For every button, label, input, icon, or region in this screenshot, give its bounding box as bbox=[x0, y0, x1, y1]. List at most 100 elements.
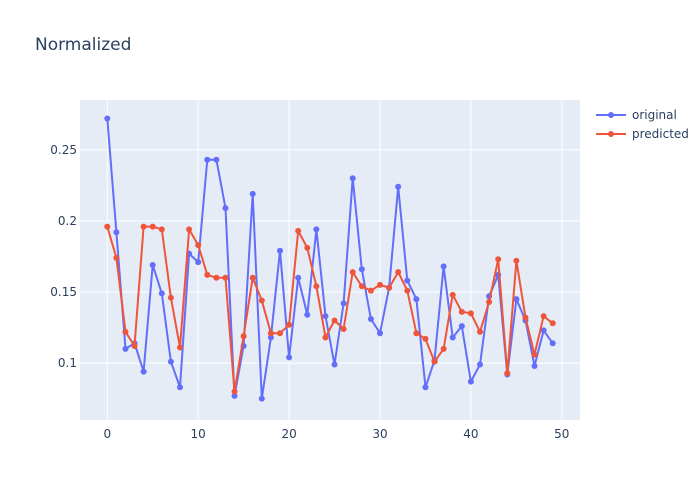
data-point-predicted[interactable] bbox=[267, 330, 274, 337]
data-point-predicted[interactable] bbox=[386, 284, 393, 291]
data-point-original[interactable] bbox=[231, 392, 238, 399]
data-point-original[interactable] bbox=[440, 263, 447, 270]
data-point-original[interactable] bbox=[322, 313, 329, 320]
data-point-original[interactable] bbox=[213, 156, 220, 163]
data-point-predicted[interactable] bbox=[395, 269, 402, 276]
data-point-original[interactable] bbox=[122, 345, 129, 352]
data-point-predicted[interactable] bbox=[449, 291, 456, 298]
data-point-original[interactable] bbox=[149, 261, 156, 268]
x-tick-label: 50 bbox=[554, 427, 569, 441]
data-point-predicted[interactable] bbox=[167, 294, 174, 301]
data-point-predicted[interactable] bbox=[431, 358, 438, 365]
data-point-original[interactable] bbox=[104, 115, 111, 122]
data-point-predicted[interactable] bbox=[104, 223, 111, 230]
data-point-original[interactable] bbox=[349, 175, 356, 182]
x-tick-label: 10 bbox=[191, 427, 206, 441]
data-point-predicted[interactable] bbox=[304, 244, 311, 251]
data-point-predicted[interactable] bbox=[322, 334, 329, 341]
data-point-original[interactable] bbox=[467, 378, 474, 385]
data-point-original[interactable] bbox=[377, 330, 383, 337]
data-point-original[interactable] bbox=[540, 327, 547, 334]
data-point-original[interactable] bbox=[549, 340, 556, 347]
data-point-predicted[interactable] bbox=[349, 269, 356, 276]
data-point-predicted[interactable] bbox=[295, 227, 302, 234]
data-point-original[interactable] bbox=[422, 384, 429, 391]
data-point-original[interactable] bbox=[113, 229, 120, 236]
series-line-original bbox=[106, 118, 554, 400]
data-point-predicted[interactable] bbox=[422, 335, 429, 342]
legend[interactable]: original predicted bbox=[596, 108, 689, 141]
data-point-predicted[interactable] bbox=[404, 287, 411, 294]
legend-swatch-marker bbox=[608, 112, 614, 118]
data-point-original[interactable] bbox=[304, 311, 311, 318]
data-point-predicted[interactable] bbox=[549, 320, 556, 327]
x-tick-label: 0 bbox=[103, 427, 111, 441]
data-point-predicted[interactable] bbox=[222, 274, 229, 281]
data-point-predicted[interactable] bbox=[477, 328, 483, 335]
data-point-predicted[interactable] bbox=[467, 310, 474, 317]
data-point-original[interactable] bbox=[267, 334, 274, 341]
data-point-predicted[interactable] bbox=[204, 271, 211, 278]
data-point-predicted[interactable] bbox=[531, 351, 538, 358]
data-point-predicted[interactable] bbox=[358, 283, 365, 290]
data-point-predicted[interactable] bbox=[213, 274, 220, 281]
legend-label: predicted bbox=[632, 127, 689, 141]
data-point-original[interactable] bbox=[449, 334, 456, 341]
data-point-predicted[interactable] bbox=[377, 281, 383, 288]
data-point-predicted[interactable] bbox=[540, 313, 547, 320]
data-point-original[interactable] bbox=[222, 205, 229, 212]
data-point-original[interactable] bbox=[249, 190, 256, 197]
data-point-predicted[interactable] bbox=[340, 325, 347, 332]
data-point-predicted[interactable] bbox=[122, 328, 129, 335]
data-point-predicted[interactable] bbox=[458, 308, 465, 315]
data-point-predicted[interactable] bbox=[258, 297, 265, 304]
data-point-predicted[interactable] bbox=[504, 370, 511, 377]
data-point-original[interactable] bbox=[477, 361, 483, 368]
data-point-predicted[interactable] bbox=[367, 287, 374, 294]
data-point-predicted[interactable] bbox=[140, 223, 147, 230]
data-point-original[interactable] bbox=[167, 358, 174, 365]
data-point-original[interactable] bbox=[277, 247, 283, 254]
data-point-original[interactable] bbox=[158, 290, 165, 297]
legend-item-original[interactable]: original bbox=[596, 108, 677, 122]
data-point-predicted[interactable] bbox=[522, 314, 529, 321]
data-point-predicted[interactable] bbox=[131, 343, 138, 350]
data-point-predicted[interactable] bbox=[440, 345, 447, 352]
data-point-predicted[interactable] bbox=[186, 226, 193, 233]
data-point-predicted[interactable] bbox=[486, 298, 493, 305]
data-point-original[interactable] bbox=[531, 362, 538, 369]
data-point-original[interactable] bbox=[286, 354, 293, 361]
data-point-predicted[interactable] bbox=[513, 257, 520, 264]
data-point-predicted[interactable] bbox=[249, 274, 256, 281]
data-point-predicted[interactable] bbox=[331, 317, 338, 324]
data-point-original[interactable] bbox=[177, 384, 183, 391]
data-point-original[interactable] bbox=[258, 395, 265, 402]
data-point-predicted[interactable] bbox=[286, 321, 293, 328]
data-point-original[interactable] bbox=[458, 323, 465, 330]
data-point-original[interactable] bbox=[331, 361, 338, 368]
data-point-original[interactable] bbox=[413, 296, 420, 303]
data-point-original[interactable] bbox=[367, 316, 374, 323]
data-point-predicted[interactable] bbox=[177, 344, 183, 351]
data-point-predicted[interactable] bbox=[195, 242, 202, 249]
data-point-original[interactable] bbox=[204, 156, 211, 163]
data-point-predicted[interactable] bbox=[240, 333, 247, 340]
data-point-original[interactable] bbox=[140, 368, 147, 375]
data-point-predicted[interactable] bbox=[277, 330, 283, 337]
data-point-predicted[interactable] bbox=[413, 330, 420, 337]
data-point-original[interactable] bbox=[513, 296, 520, 303]
data-point-predicted[interactable] bbox=[113, 254, 120, 261]
data-point-predicted[interactable] bbox=[149, 223, 156, 230]
data-point-original[interactable] bbox=[358, 266, 365, 273]
data-point-original[interactable] bbox=[313, 226, 320, 233]
data-point-predicted[interactable] bbox=[158, 226, 165, 233]
data-point-original[interactable] bbox=[404, 277, 411, 284]
data-point-predicted[interactable] bbox=[231, 388, 238, 395]
legend-item-predicted[interactable]: predicted bbox=[596, 127, 689, 141]
data-point-original[interactable] bbox=[395, 183, 402, 190]
data-point-original[interactable] bbox=[195, 259, 202, 266]
data-point-predicted[interactable] bbox=[313, 283, 320, 290]
data-point-original[interactable] bbox=[295, 274, 302, 281]
data-point-original[interactable] bbox=[340, 300, 347, 307]
data-point-predicted[interactable] bbox=[495, 256, 502, 263]
